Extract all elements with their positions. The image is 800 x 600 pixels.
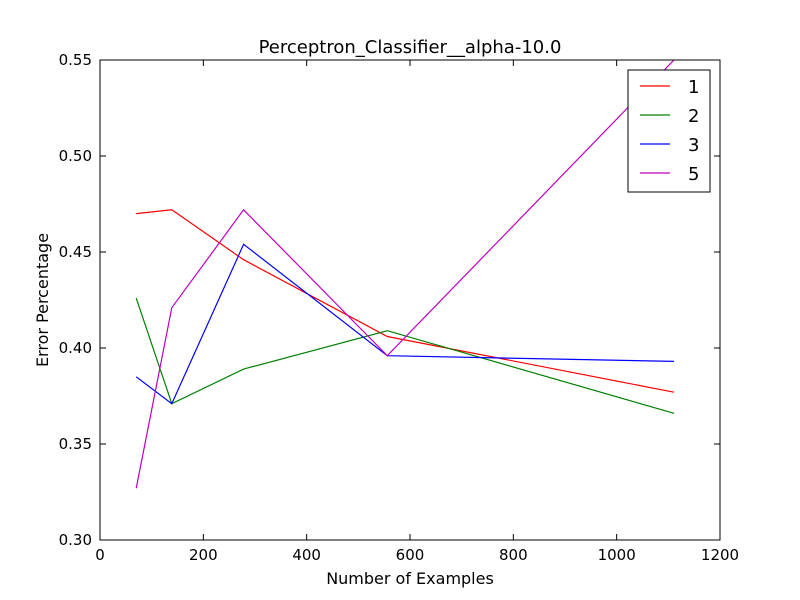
x-tick-label: 800 [499, 546, 528, 564]
legend: 1 2 3 5 [627, 69, 711, 193]
y-tick-label: 0.50 [59, 147, 92, 165]
y-tick-label: 0.55 [59, 51, 92, 69]
x-axis-label: Number of Examples [326, 569, 494, 588]
y-tick-label: 0.30 [59, 531, 92, 549]
y-tick-label: 0.40 [59, 339, 92, 357]
legend-box [627, 69, 711, 193]
series-line-5 [135, 60, 675, 489]
y-axis-label: Error Percentage [33, 233, 52, 367]
chart-title: Perceptron_Classifier__alpha-10.0 [259, 37, 562, 58]
legend-label-2: 2 [688, 106, 699, 127]
x-tick-label: 600 [396, 546, 425, 564]
legend-label-3: 3 [688, 135, 699, 156]
legend-label-1: 1 [688, 77, 699, 98]
x-tick-label: 200 [189, 546, 218, 564]
x-tick-label: 1200 [701, 546, 739, 564]
x-tick-label: 0 [95, 546, 105, 564]
y-tick-label: 0.35 [59, 435, 92, 453]
y-tick-label: 0.45 [59, 243, 92, 261]
plot-frame [99, 59, 721, 541]
legend-label-5: 5 [688, 164, 699, 185]
x-tick-label: 1000 [598, 546, 636, 564]
series-line-1 [136, 209, 675, 393]
x-tick-label: 400 [292, 546, 321, 564]
series-line-3 [135, 243, 675, 405]
